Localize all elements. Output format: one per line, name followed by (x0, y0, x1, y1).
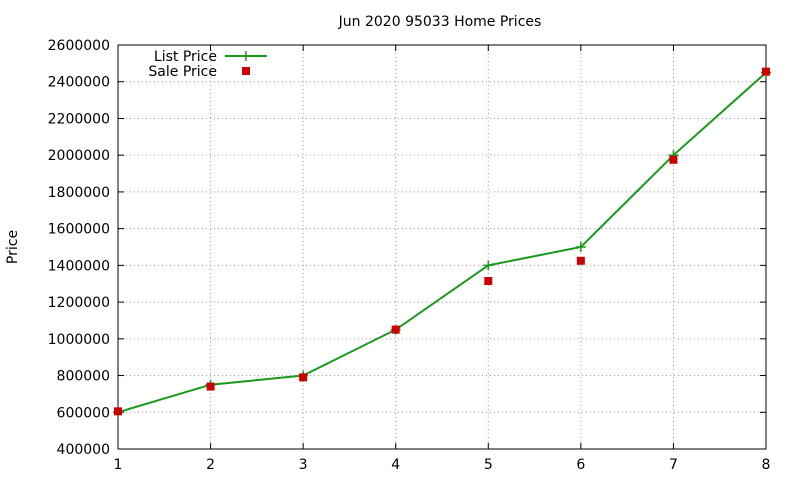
x-tick-label: 1 (114, 457, 123, 473)
y-tick-label: 2400000 (48, 75, 110, 91)
y-tick-label: 600000 (57, 405, 110, 421)
list-price-point (483, 260, 494, 271)
sale-price-point (669, 155, 678, 164)
sale-price-point (114, 407, 122, 416)
x-tick-label: 4 (391, 457, 400, 473)
legend-swatch-marker (241, 51, 251, 61)
y-tick-label: 1600000 (48, 222, 110, 238)
x-tick-label: 7 (669, 457, 678, 473)
y-tick-label: 2200000 (48, 111, 110, 127)
y-tick-label: 2600000 (48, 38, 110, 54)
x-tick-label: 8 (762, 457, 771, 473)
y-tick-label: 800000 (57, 369, 110, 385)
x-tick-label: 3 (299, 457, 308, 473)
chart-title: Jun 2020 95033 Home Prices (338, 14, 542, 30)
y-tick-label: 2000000 (48, 148, 110, 164)
series-layer (113, 67, 771, 418)
sale-price-point (762, 67, 770, 76)
axis-ticks: 400000 600000 800000 1000000 1200000 1400000 1… (48, 38, 771, 473)
x-tick-label: 5 (484, 457, 493, 473)
legend-swatch-marker (242, 67, 250, 75)
y-tick-label: 1400000 (48, 258, 110, 274)
sale-price-point (299, 373, 308, 382)
grid-lines (118, 45, 766, 449)
sale-price-point (484, 276, 493, 285)
x-tick-label: 6 (576, 457, 585, 473)
list-price-point (575, 242, 586, 252)
y-tick-label: 1000000 (48, 332, 110, 348)
sale-price-point (576, 256, 585, 265)
legend-label: Sale Price (148, 64, 217, 80)
y-tick-label: 1800000 (48, 185, 110, 201)
y-tick-label: 1200000 (48, 295, 110, 311)
y-tick-label: 400000 (57, 442, 110, 458)
legend-label: List Price (154, 49, 217, 65)
sale-price-point (206, 382, 215, 391)
y-axis-label: Price (5, 230, 21, 264)
x-tick-label: 2 (206, 457, 215, 473)
plot-area-border (117, 44, 767, 450)
sale-price-point (391, 325, 400, 334)
list-price-line (117, 71, 767, 414)
